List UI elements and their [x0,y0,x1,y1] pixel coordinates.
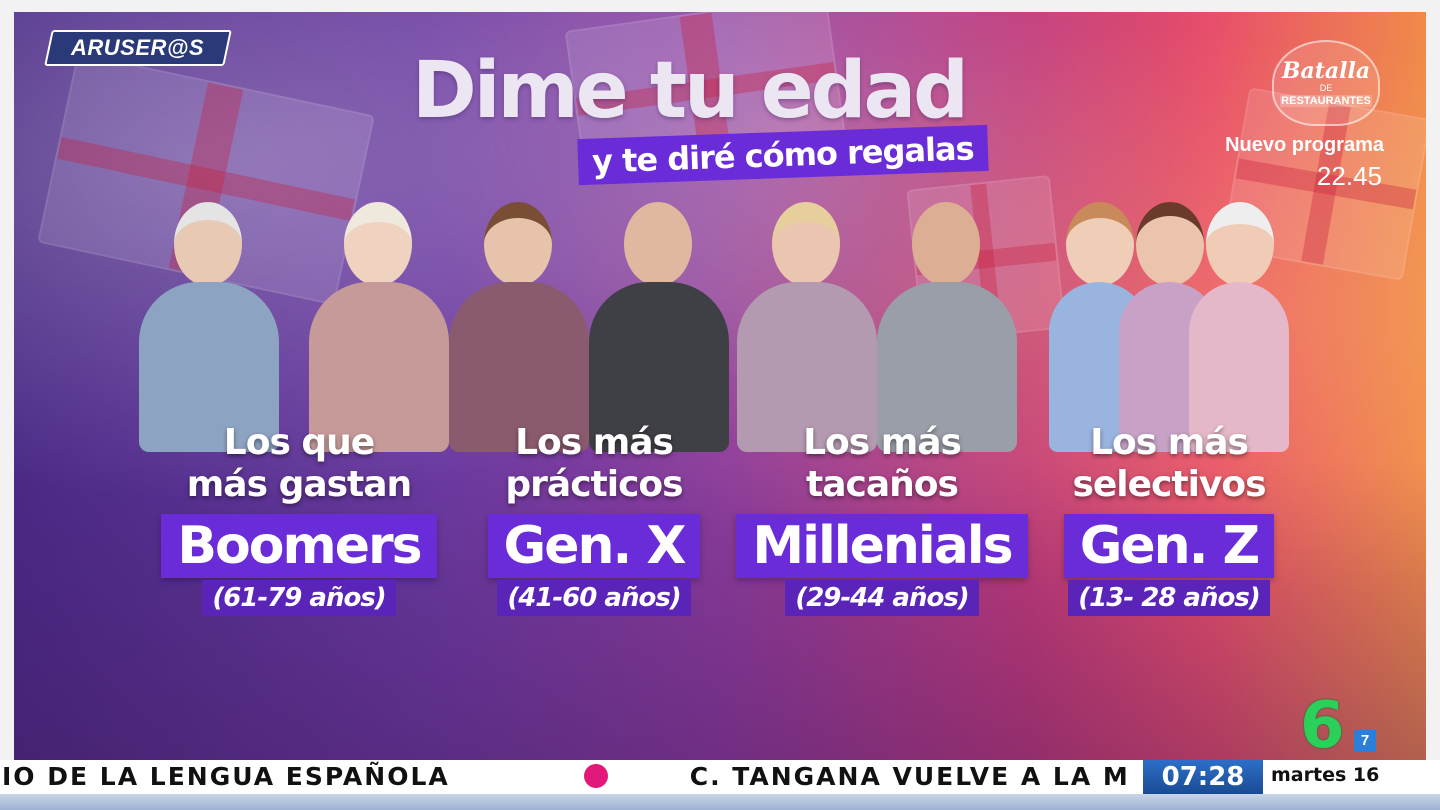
couple-photo [732,182,1032,452]
channel-sub-badge: 7 [1354,730,1376,752]
age-range: (29-44 años) [785,580,979,616]
group-millenials: Los más tacaños Millenials (29-44 años) [732,182,1032,616]
couple-photo [444,182,744,452]
date-label: martes 16 [1263,760,1440,794]
promo-label: Nuevo programa [1225,134,1384,156]
couple-photo [134,182,464,452]
show-logo: ARUSER@S [44,30,232,66]
ticker-separator-dot [583,764,608,788]
person-figure [134,192,284,452]
batalla-logo: Batalla DE RESTAURANTES [1272,40,1380,126]
person-figure [444,192,594,452]
age-range: (41-60 años) [497,580,691,616]
age-range: (61-79 años) [202,580,396,616]
promo-time: 22.45 [1316,161,1382,191]
channel-logo: 6 7 [1296,689,1376,763]
friends-photo [1044,182,1294,452]
age-range: (13- 28 años) [1068,580,1270,616]
group-description: Los más selectivos [1072,422,1266,505]
program-promo: Batalla DE RESTAURANTES Nuevo programa 2… [1184,40,1384,192]
group-description: Los que más gastan [186,422,412,505]
person-figure [304,192,454,452]
person-figure [732,192,882,452]
person-figure [1184,192,1294,452]
generation-label: Gen. X [487,514,701,578]
group-description: Los más prácticos [505,422,683,505]
channel-number: 6 [1300,689,1345,763]
ticker-headline: IO DE LA LENGUA ESPAÑOLA [2,762,450,791]
ticker-headline: C. TANGANA VUELVE A LA M [689,762,1130,791]
generation-label: Boomers [161,514,437,578]
bottom-strip [0,794,1440,810]
generation-label: Gen. Z [1063,514,1275,578]
group-gen-z: Los más selectivos Gen. Z (13- 28 años) [1044,182,1294,616]
person-figure [584,192,734,452]
person-figure [872,192,1022,452]
generation-label: Millenials [736,514,1028,578]
group-gen-x: Los más prácticos Gen. X (41-60 años) [444,182,744,616]
group-description: Los más tacaños [803,422,962,505]
ticker-text: IO DE LA LENGUA ESPAÑOLA C. TANGANA VUELV… [2,760,1142,794]
headline-title: Dime tu edad [412,46,969,136]
group-boomers: Los que más gastan Boomers (61-79 años) [134,182,464,616]
